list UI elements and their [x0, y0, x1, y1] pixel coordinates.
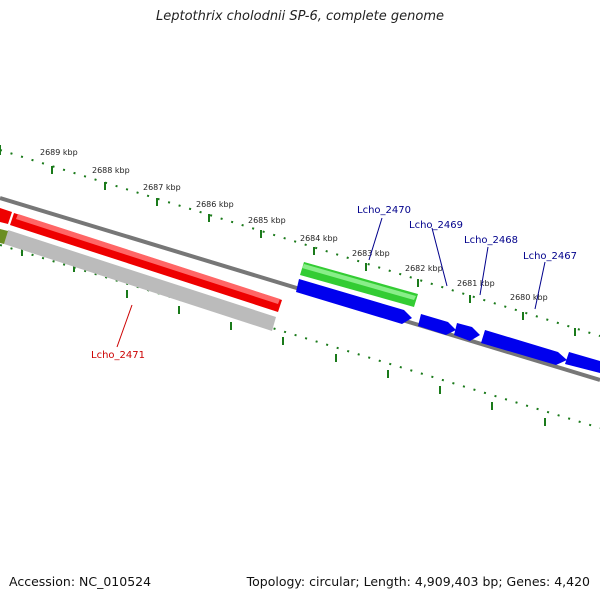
scale-label: 2685 kbp — [248, 216, 286, 225]
scale-label: 2686 kbp — [196, 200, 234, 209]
genome-summary: Topology: circular; Length: 4,909,403 bp… — [246, 574, 590, 589]
map-title: Leptothrix cholodnii SP-6, complete geno… — [156, 9, 444, 24]
callout-line — [368, 217, 383, 261]
gene-right-edge — [565, 352, 600, 373]
callout-line — [116, 304, 133, 348]
scale-label: 2681 kbp — [457, 279, 495, 288]
inner-scale-track — [0, 244, 600, 429]
gene-label[interactable]: Lcho_2469 — [409, 220, 463, 231]
outer-major-ticks — [0, 145, 576, 336]
gene-label[interactable]: Lcho_2470 — [357, 205, 411, 216]
scale-label: 2688 kbp — [92, 166, 130, 175]
scale-label: 2680 kbp — [510, 293, 548, 302]
callout-line — [479, 246, 489, 296]
gene-lcho-2467-body — [481, 330, 567, 365]
scale-label: 2682 kbp — [405, 264, 443, 273]
scale-label: 2687 kbp — [143, 183, 181, 192]
scale-label: 2689 kbp — [40, 148, 78, 157]
gene-label[interactable]: Lcho_2467 — [523, 251, 577, 262]
scale-label: 2684 kbp — [300, 234, 338, 243]
callout-line — [534, 261, 546, 310]
gene-lcho-2470-body — [296, 279, 412, 324]
gene-label[interactable]: Lcho_2468 — [464, 235, 518, 246]
gene-label[interactable]: Lcho_2471 — [91, 350, 145, 361]
accession-text: Accession: NC_010524 — [9, 574, 152, 589]
gc-content-bar — [4, 230, 276, 331]
callout-line — [431, 227, 448, 287]
gene-lcho-2471-highlight — [16, 214, 280, 304]
gene-lcho-2469-body — [418, 314, 456, 335]
gene-red-left — [0, 208, 12, 224]
olive-feature — [0, 229, 8, 244]
rna-feature-highlight — [302, 264, 416, 300]
gene-lcho-2468-body — [454, 323, 480, 341]
